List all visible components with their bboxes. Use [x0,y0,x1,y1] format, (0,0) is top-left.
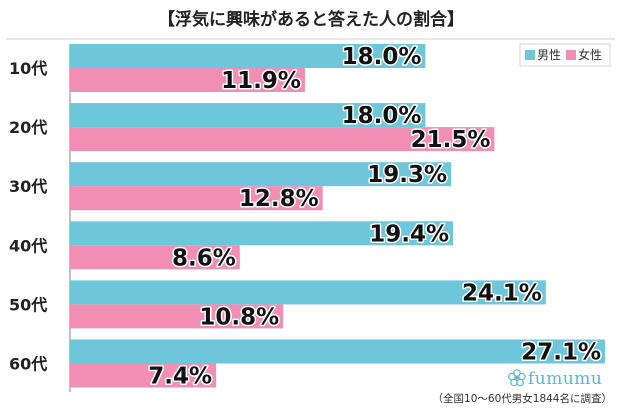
category-label-6: 60代 [9,355,47,374]
bar-female-5 [70,304,284,329]
value-label-male-2: 18.0% [342,103,422,129]
flower-icon [508,369,526,387]
bar-male-5 [70,280,546,305]
value-label-female-4: 8.6% [172,245,236,271]
value-label-female-5: 10.8% [199,304,279,330]
legend-label-female: 女性 [578,47,602,62]
legend-label-male: 男性 [537,48,561,62]
value-label-female-6: 7.4% [148,364,212,390]
legend-swatch-male [525,50,535,60]
category-label-2: 20代 [9,118,47,137]
category-labels: 10代 20代 30代 40代 50代 60代 [9,59,47,374]
bar-female-6 [70,363,217,388]
category-label-5: 50代 [9,295,47,314]
bar-female-3 [70,186,323,211]
bar-male-4 [70,221,453,246]
category-label-4: 40代 [9,236,47,255]
category-label-3: 30代 [9,177,47,196]
value-label-male-3: 19.3% [367,162,447,188]
value-label-female-2: 21.5% [411,127,491,153]
bars-layer [70,44,605,388]
value-label-male-1: 18.0% [342,44,422,70]
fumumu-logo: fumumu [508,369,602,389]
bar-male-2 [70,103,426,128]
category-label-1: 10代 [9,59,47,78]
legend-border [519,43,611,67]
value-labels: 18.0%11.9%18.0%21.5%19.3%12.8%19.4%8.6%2… [147,43,603,392]
bar-male-3 [70,162,451,187]
bar-female-2 [70,127,495,152]
value-label-male-6: 27.1% [521,340,601,366]
bar-male-1 [70,44,426,68]
bar-female-1 [70,68,305,92]
legend-swatch-female [566,50,576,60]
value-label-female-3: 12.8% [239,186,319,212]
bar-female-4 [70,245,240,270]
survey-note: （全国10～60代男女1844名に調査） [433,392,612,405]
value-label-female-1: 11.9% [221,68,301,94]
bar-male-6 [70,339,605,364]
logo-text: fumumu [528,369,602,389]
value-label-male-4: 19.4% [369,221,449,247]
chart-title: 【浮気に興味があると答えた人の割合】 [158,9,464,30]
value-label-male-5: 24.1% [462,280,542,306]
legend: 男性 女性 [519,43,611,67]
